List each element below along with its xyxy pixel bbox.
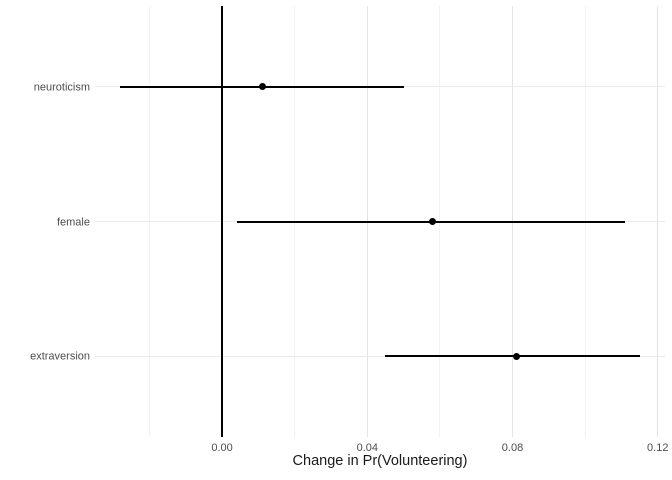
x-tick-label: 0.04 [356,442,378,454]
point-estimate-dot [512,352,520,360]
zero-reference-line [221,6,223,437]
category-label: female [56,216,90,228]
x-tick-label: 0.00 [211,442,233,454]
row-gridline [95,355,665,357]
point-estimate-dot [429,218,437,225]
category-label: neuroticism [33,81,90,94]
point-estimate-dot [258,83,266,91]
x-tick-label: 0.12 [647,442,669,454]
confidence-interval-bar [385,355,640,358]
x-axis-title: Change in Pr(Volunteering) [292,453,468,469]
plot-panel [95,6,665,437]
category-label: extraversion [30,350,90,363]
x-tick-label: 0.08 [501,442,524,454]
